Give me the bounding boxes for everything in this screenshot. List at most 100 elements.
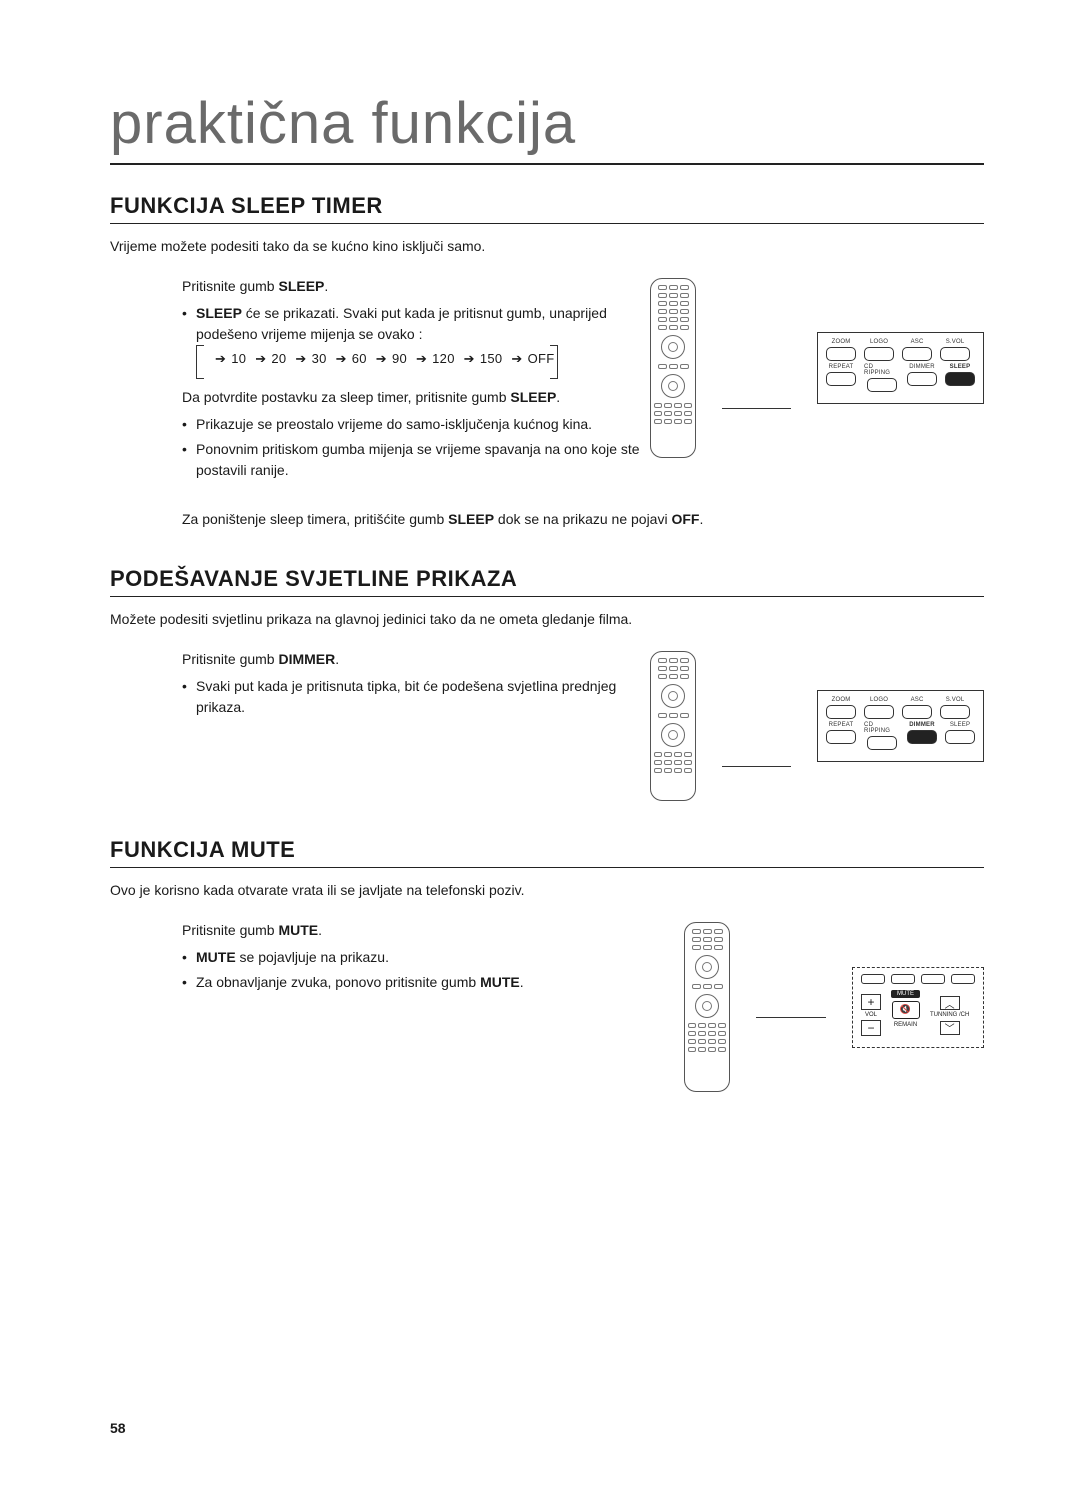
remain-label: REMAIN (894, 1022, 917, 1028)
panel-button (826, 730, 856, 744)
sleep-intro: Vrijeme možete podesiti tako da se kućno… (110, 236, 650, 256)
list-item: Ponovnim pritiskom gumba mijenja se vrij… (182, 439, 650, 481)
panel-button (864, 705, 894, 719)
remote-icon (650, 651, 696, 801)
tuning-label: TUNNING /CH (930, 1012, 969, 1019)
panel-label: CD RIPPING (864, 364, 899, 376)
text-bold: MUTE (196, 949, 236, 965)
leader-line (756, 1017, 826, 1018)
panel-button (940, 347, 970, 361)
sleep-sequence: ➔10 ➔20 ➔30 ➔60 ➔90 ➔120 ➔150 ➔OFF (196, 345, 650, 379)
panel-button-highlight (945, 372, 975, 386)
text: Za poništenje sleep timera, pritišćite g… (182, 511, 448, 527)
vol-up-button: + (861, 994, 881, 1010)
panel-label: REPEAT (829, 722, 854, 728)
section-dimmer: PODEŠAVANJE SVJETLINE PRIKAZA Možete pod… (110, 566, 984, 801)
dimmer-intro: Možete podesiti svjetlinu prikaza na gla… (110, 609, 650, 629)
sleep-bullets-1: SLEEP će se prikazati. Svaki put kada je… (182, 303, 650, 379)
panel-label: LOGO (870, 697, 888, 703)
leader-line (722, 766, 791, 767)
play-icon (921, 974, 945, 984)
text: se pojavljuje na prikazu. (236, 949, 389, 965)
panel-label: DIMMER (909, 364, 935, 370)
panel-button (867, 378, 897, 392)
mute-label: MUTE (891, 990, 920, 998)
remote-icon (650, 278, 696, 458)
btn-name-sleep: SLEEP (278, 278, 324, 294)
text: . (699, 511, 703, 527)
tuning-col: ︿ TUNNING /CH ﹀ (930, 996, 969, 1035)
text: . (520, 974, 524, 990)
panel-button (826, 347, 856, 361)
leader-line (722, 408, 791, 409)
text: Pritisnite gumb (182, 278, 278, 294)
button-panel-sleep: ZOOM LOGO ASC S.VOL REPEAT CD RIPPING DI… (817, 332, 984, 404)
seq-val: 150 (480, 351, 503, 366)
panel-label-highlight: SLEEP (950, 364, 971, 370)
page-number: 58 (110, 1420, 126, 1436)
panel-label: SLEEP (950, 722, 970, 728)
seq-val: 120 (432, 351, 455, 366)
heading-mute: FUNKCIJA MUTE (110, 837, 984, 868)
text: Pritisnite gumb (182, 922, 278, 938)
mute-figure: + VOL − MUTE 🔇 REMAIN ︿ (650, 920, 984, 1092)
mute-press-line: Pritisnite gumb MUTE. (182, 920, 650, 941)
panel-button (867, 736, 897, 750)
dimmer-diagram: ZOOM LOGO ASC S.VOL REPEAT CD RIPPING DI… (650, 651, 984, 801)
sleep-body: Pritisnite gumb SLEEP. SLEEP će se prika… (110, 276, 650, 489)
mute-center: MUTE 🔇 REMAIN (891, 990, 920, 1041)
seq-val: 90 (392, 351, 407, 366)
bracket-left (196, 345, 204, 379)
sleep-note: Za poništenje sleep timera, pritišćite g… (110, 509, 870, 530)
panel-button (826, 372, 856, 386)
sleep-diagram: ZOOM LOGO ASC S.VOL REPEAT CD RIPPING DI… (650, 278, 984, 458)
panel-button (864, 347, 894, 361)
mute-intro: Ovo je korisno kada otvarate vrata ili s… (110, 880, 650, 900)
seq-val: 10 (231, 351, 246, 366)
panel-button (940, 705, 970, 719)
mute-button-highlight: 🔇 (892, 1001, 920, 1019)
stop-icon (891, 974, 915, 984)
dimmer-row: Pritisnite gumb DIMMER. Svaki put kada j… (110, 649, 984, 801)
sleep-seq-values: ➔10 ➔20 ➔30 ➔60 ➔90 ➔120 ➔150 ➔OFF (210, 349, 554, 369)
chevron-down-icon: ﹀ (940, 1021, 960, 1035)
list-item: MUTE se pojavljuje na prikazu. (182, 947, 650, 968)
text-bold: SLEEP (196, 305, 242, 321)
panel-button (902, 705, 932, 719)
sleep-confirm-line: Da potvrdite postavku za sleep timer, pr… (182, 387, 650, 408)
heading-dimmer: PODEŠAVANJE SVJETLINE PRIKAZA (110, 566, 984, 597)
sleep-bullet-1: SLEEP će se prikazati. Svaki put kada je… (182, 303, 650, 379)
panel-label: ASC (911, 697, 924, 703)
button-panel-dimmer: ZOOM LOGO ASC S.VOL REPEAT CD RIPPING DI… (817, 690, 984, 762)
dimmer-figure: ZOOM LOGO ASC S.VOL REPEAT CD RIPPING DI… (650, 649, 984, 801)
seq-val: 60 (352, 351, 367, 366)
panel-label: ZOOM (832, 339, 851, 345)
list-item: Svaki put kada je pritisnuta tipka, bit … (182, 676, 650, 718)
mute-body: Pritisnite gumb MUTE. MUTE se pojavljuje… (110, 920, 650, 1001)
sleep-figure: ZOOM LOGO ASC S.VOL REPEAT CD RIPPING DI… (650, 276, 984, 458)
text: će se prikazati. Svaki put kada je priti… (196, 305, 607, 342)
mute-mid-row: + VOL − MUTE 🔇 REMAIN ︿ (861, 990, 975, 1041)
vol-col: + VOL − (861, 994, 881, 1036)
panel-label: REPEAT (829, 364, 854, 370)
sleep-press-line: Pritisnite gumb SLEEP. (182, 276, 650, 297)
rewind-icon (861, 974, 885, 984)
forward-icon (951, 974, 975, 984)
panel-button (945, 730, 975, 744)
text: Za obnavljanje zvuka, ponovo pritisnite … (196, 974, 480, 990)
panel-button-highlight (907, 730, 937, 744)
manual-page: praktična funkcija FUNKCIJA SLEEP TIMER … (0, 0, 1080, 1492)
sleep-row: Pritisnite gumb SLEEP. SLEEP će se prika… (110, 276, 984, 489)
text-bold: SLEEP (510, 389, 556, 405)
seq-val: 30 (312, 351, 327, 366)
text-bold: MUTE (278, 922, 318, 938)
dimmer-body: Pritisnite gumb DIMMER. Svaki put kada j… (110, 649, 650, 726)
transport-row (861, 974, 975, 984)
mute-bullets: MUTE se pojavljuje na prikazu. Za obnavl… (182, 947, 650, 993)
text: . (335, 651, 339, 667)
section-mute: FUNKCIJA MUTE Ovo je korisno kada otvara… (110, 837, 984, 1092)
dimmer-press-line: Pritisnite gumb DIMMER. (182, 649, 650, 670)
remote-icon (684, 922, 730, 1092)
remain-button (894, 1031, 918, 1041)
text: Da potvrdite postavku za sleep timer, pr… (182, 389, 510, 405)
